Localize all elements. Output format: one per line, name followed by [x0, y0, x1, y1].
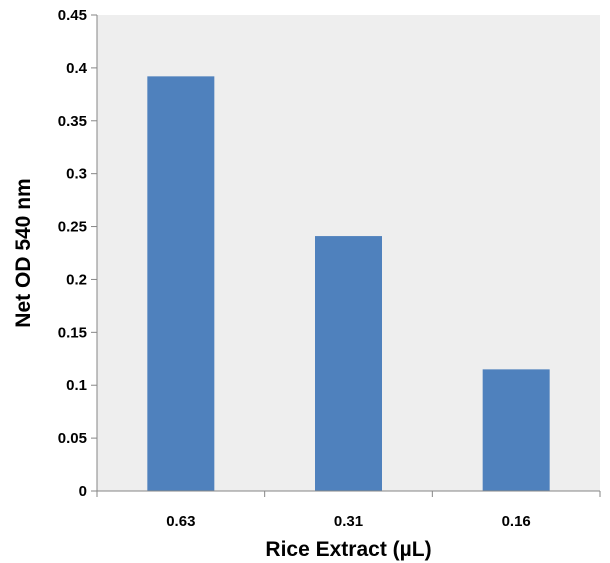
y-axis-title: Net OD 540 nm: [12, 178, 35, 327]
y-tick-label: 0.1: [66, 377, 87, 394]
x-tick-label: 0.16: [502, 513, 531, 530]
bar-0-16: [482, 369, 550, 491]
x-tick-label: 0.63: [166, 513, 195, 530]
x-axis-ticks: [96, 491, 601, 497]
y-tick-label: 0.05: [58, 430, 87, 447]
y-tick-label: 0.3: [66, 166, 87, 183]
y-tick-label: 0.15: [58, 324, 87, 341]
x-tick-label: 0.31: [334, 513, 363, 530]
y-tick-label: 0.45: [58, 7, 87, 24]
y-tick-label: 0.2: [66, 271, 87, 288]
y-tick-label: 0: [79, 483, 87, 500]
bar-0-63: [147, 76, 215, 492]
x-axis-title: Rice Extract (µL): [265, 538, 431, 561]
bar-series: [147, 76, 550, 492]
y-tick-label: 0.4: [66, 60, 88, 77]
y-tick-label: 0.35: [58, 113, 87, 130]
y-axis-tick-labels: 0 0.05 0.1 0.15 0.2 0.25 0.3 0.35 0.4 0.45: [58, 7, 88, 500]
y-tick-label: 0.25: [58, 219, 87, 236]
y-axis-ticks: [91, 14, 97, 492]
bar-0-31: [315, 236, 382, 491]
x-axis-tick-labels: 0.63 0.31 0.16: [166, 513, 531, 530]
